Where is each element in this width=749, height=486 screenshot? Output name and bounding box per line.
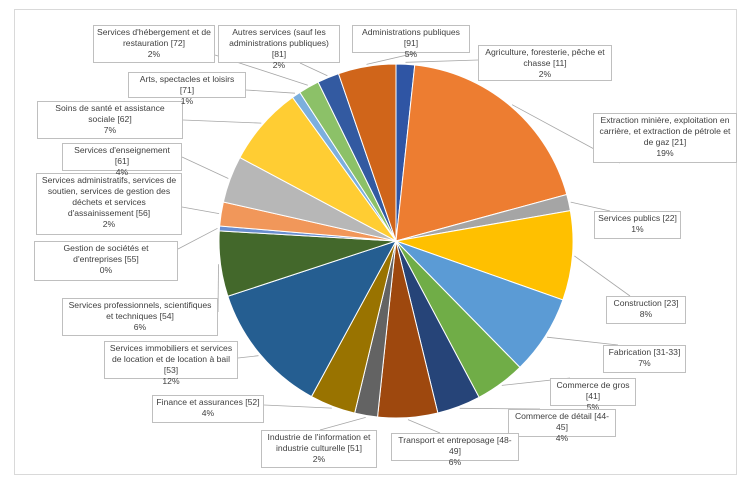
slice-label-name: Commerce de gros [41] [556,380,630,401]
slice-label-name: Arts, spectacles et loisirs [71] [139,74,235,95]
slice-label-name: Extraction minière, exploitation en carr… [599,115,731,147]
slice-label-percent: 5% [404,49,418,59]
leader-line [182,119,262,124]
slice-label-name: Services professionnels, scientifiques e… [68,300,212,321]
slice-label: Extraction minière, exploitation en carr… [593,113,737,163]
slice-label: Fabrication [31-33] 7% [603,345,686,373]
slice-label-percent: 7% [638,358,651,368]
slice-label: Commerce de détail [44-45] 4% [508,409,616,443]
slice-label-percent: 12% [162,376,180,386]
slice-label: Services d'enseignement [61] 4% [62,143,182,177]
slice-label-percent: 5% [586,402,600,412]
slice-label: Commerce de gros [41] 5% [550,378,636,412]
slice-label-percent: 2% [102,219,116,229]
slice-label-percent: 2% [538,69,552,79]
leader-line [263,404,332,409]
slice-label-percent: 4% [555,433,569,443]
slice-label-name: Industrie de l'information et industrie … [267,432,371,453]
slice-label-name: Services immobiliers et services de loca… [109,343,233,375]
leader-line [407,419,441,434]
leader-line [245,89,296,94]
slice-label: Transport et entreposage [48-49] 6% [391,433,519,467]
slice-label-percent: 0% [99,265,113,275]
slice-label-name: Autres services (sauf les administration… [229,27,329,59]
slice-label-name: Transport et entreposage [48-49] [398,435,512,456]
pie-slice [337,63,397,242]
slice-label: Administrations publiques [91] 5% [352,25,470,59]
leader-line [405,59,479,63]
slice-label-name: Administrations publiques [91] [362,27,460,48]
slice-label: Agriculture, foresterie, pêche et chasse… [478,45,612,81]
pie-slice [394,210,574,301]
slice-label-name: Services d'hébergement et de restauratio… [97,27,211,48]
slice-label-name: Soins de santé et assistance sociale [62… [55,103,165,124]
slice-label: Services administratifs, services de sou… [36,173,182,235]
slice-label: Services immobiliers et services de loca… [104,341,238,386]
slice-label-name: Commerce de détail [44-45] [514,411,610,432]
slice-label-name: Construction [23] [613,298,679,308]
leader-line [177,227,218,250]
slice-label: Services professionnels, scientifiques e… [62,298,218,336]
slice-label-percent: 4% [115,167,129,177]
leader-line [237,355,259,359]
leader-line [570,201,611,212]
leader-line [574,255,631,297]
leader-line [546,336,619,346]
slice-label-percent: 1% [631,224,644,234]
slice-label-percent: 1% [180,96,194,106]
slice-label-percent: 2% [147,49,161,59]
slice-label: Services publics [22] 1% [594,211,681,239]
slice-label: Industrie de l'information et industrie … [261,430,377,468]
slice-label-name: Services administratifs, services de sou… [41,175,177,218]
leader-line [366,51,421,65]
slice-label-name: Services publics [22] [598,213,677,223]
leader-line [181,156,229,179]
slice-label-percent: 2% [312,454,326,464]
slice-label-name: Gestion de sociétés et d'entreprises [55… [63,243,149,264]
slice-label-percent: 4% [201,408,215,418]
pie-slice [227,240,398,398]
slice-label-percent: 8% [639,309,653,319]
slice-label: Arts, spectacles et loisirs [71] 1% [128,72,246,106]
leader-line [459,407,541,410]
leader-line [217,264,219,313]
slice-label: Construction [23] 8% [606,296,686,324]
leader-line [319,417,366,431]
leader-line [181,206,220,214]
slice-label-name: Fabrication [31-33] [608,347,681,357]
slice-label-percent: 6% [133,322,147,332]
slice-label-name: Agriculture, foresterie, pêche et chasse… [485,47,605,68]
slice-label-percent: 6% [448,457,462,467]
pie-slice [395,64,568,242]
slice-label: Soins de santé et assistance sociale [62… [37,101,183,139]
slice-label-name: Services d'enseignement [61] [74,145,170,166]
slice-label: Finance et assurances [52] 4% [152,395,264,423]
leader-line [299,62,328,77]
slice-label: Autres services (sauf les administration… [218,25,340,70]
slice-label: Services d'hébergement et de restauratio… [93,25,215,63]
slice-label: Gestion de sociétés et d'entreprises [55… [34,241,178,281]
slice-label-percent: 19% [656,148,674,158]
slice-label-percent: 2% [272,60,286,70]
slice-label-percent: 7% [103,125,117,135]
slice-label-name: Finance et assurances [52] [156,397,260,407]
